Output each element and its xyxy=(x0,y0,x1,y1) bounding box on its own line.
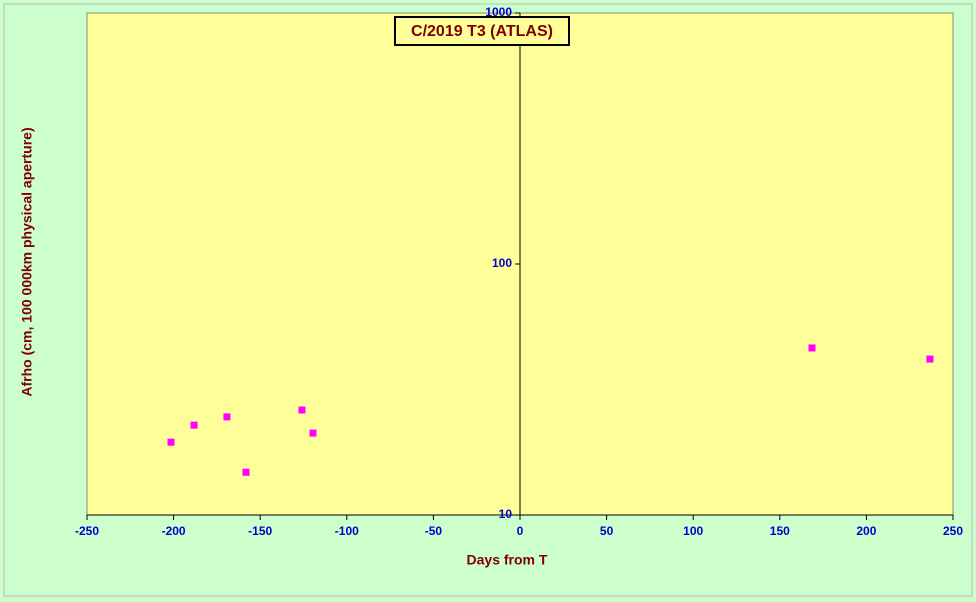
point xyxy=(223,413,231,421)
x-tick-label: -250 xyxy=(75,524,99,538)
chart-title: C/2019 T3 (ATLAS) xyxy=(411,23,553,40)
x-tick-label: 150 xyxy=(770,524,790,538)
x-tick-label: 50 xyxy=(600,524,614,538)
point xyxy=(808,344,816,352)
y-tick-label: 10 xyxy=(499,507,513,521)
x-tick-label: -100 xyxy=(335,524,359,538)
point xyxy=(190,421,198,429)
point xyxy=(298,406,306,414)
y-axis-label: Afrho (cm, 100 000km physical aperture) xyxy=(19,127,35,396)
x-tick-label: 200 xyxy=(856,524,876,538)
x-tick-label: 250 xyxy=(943,524,963,538)
y-tick-label: 1000 xyxy=(485,5,512,19)
point xyxy=(926,355,934,363)
title-box xyxy=(394,16,570,46)
frame xyxy=(3,3,973,597)
point xyxy=(309,429,317,437)
x-tick-label: 100 xyxy=(683,524,703,538)
point xyxy=(167,438,175,446)
point xyxy=(242,468,250,476)
x-tick-label: -200 xyxy=(162,524,186,538)
marks: -250 -200 -150 -100 -50 0 50 100 150 200 250 10 100 1… xyxy=(75,5,963,538)
y-tick-label: 100 xyxy=(492,256,512,270)
x-tick-label: -50 xyxy=(425,524,443,538)
x-axis-label: Days from T xyxy=(467,552,548,568)
x-tick-label: 0 xyxy=(517,524,524,538)
x-tick-label: -150 xyxy=(248,524,272,538)
